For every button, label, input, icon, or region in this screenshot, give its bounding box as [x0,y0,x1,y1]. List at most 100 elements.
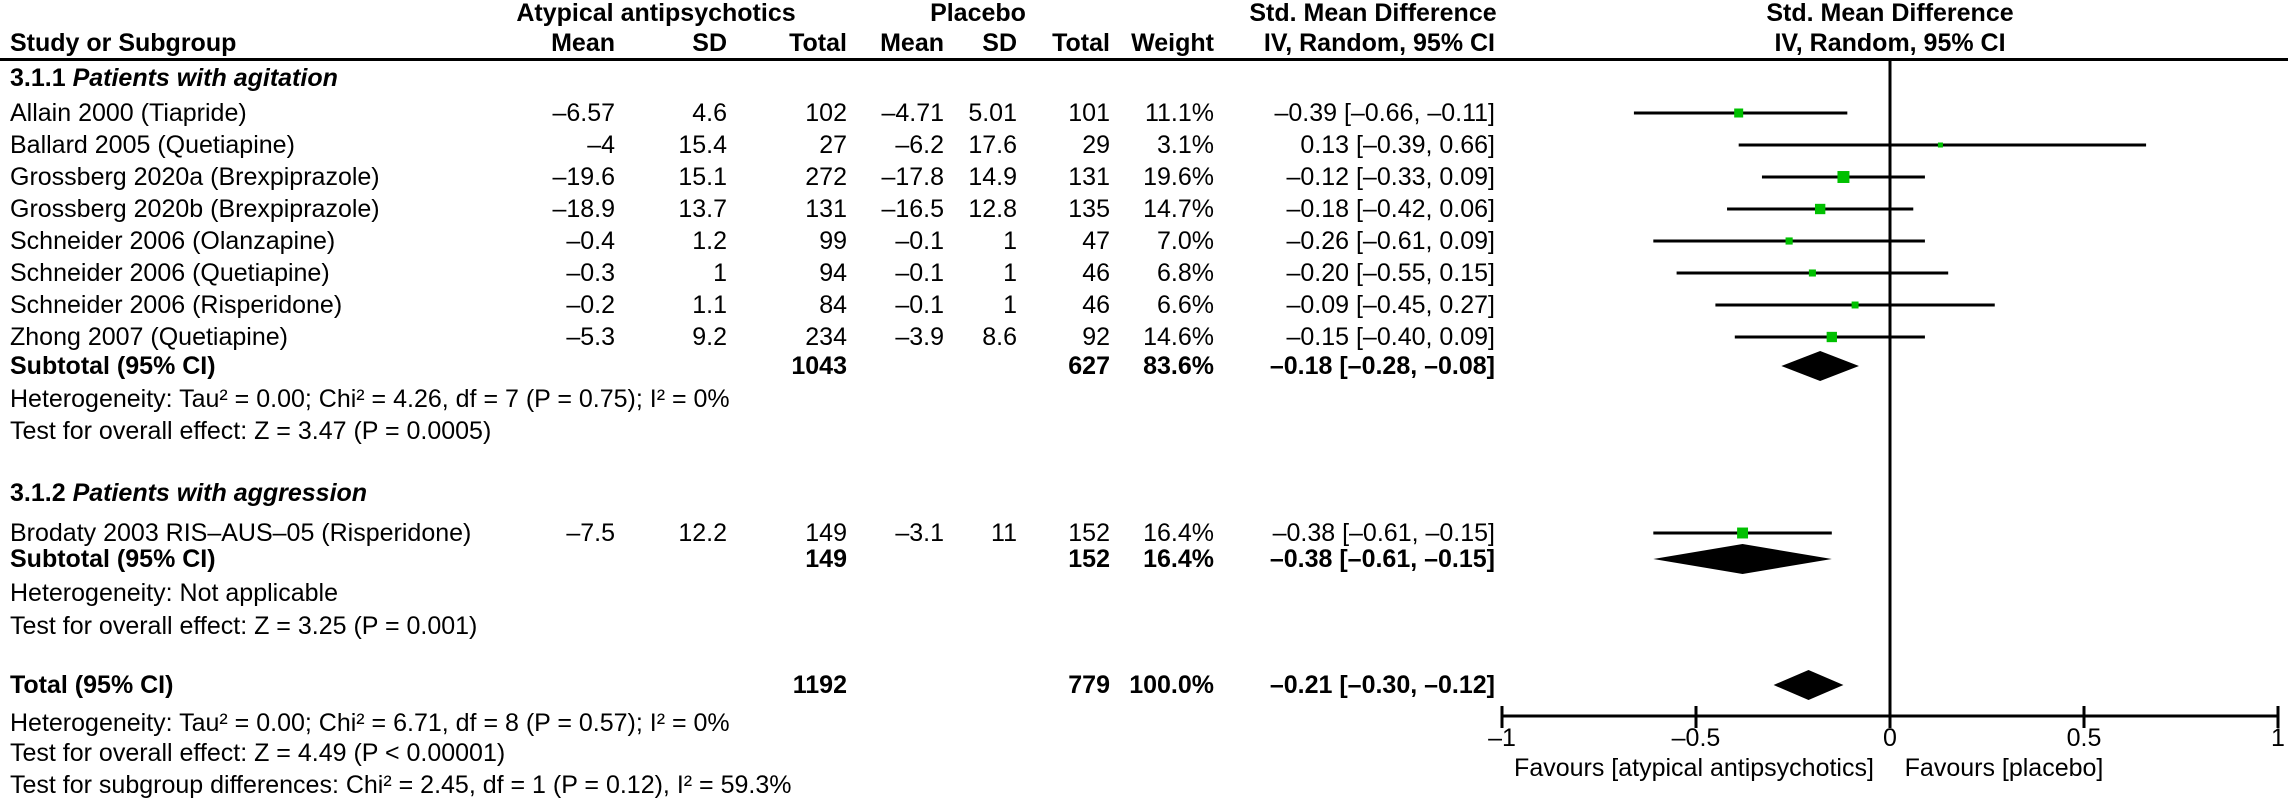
note-row: Test for overall effect: Z = 3.25 (P = 0… [0,610,2288,642]
weight-value: 3.1% [1157,131,1214,159]
study-label: Schneider 2006 (Olanzapine) [10,227,336,255]
placebo-group-header: Placebo [930,0,1026,27]
treatment-total-value: 272 [805,163,847,191]
effect-estimate-marker [1814,203,1826,215]
placebo-mean-value: –0.1 [895,291,944,319]
subgroup-id: 3.1.2 [10,479,73,507]
subtotal-diamond [1781,351,1859,381]
weight-value: 16.4% [1143,519,1214,547]
effect-estimate-marker [1808,269,1816,277]
placebo-total-value: 131 [1068,163,1110,191]
treatment-total-value: 131 [805,195,847,223]
treatment-sd-value: 9.2 [692,323,727,351]
treatment-sd-value: 1 [713,259,727,287]
header-rule [0,58,2288,61]
plot-header-line2: IV, Random, 95% CI [1774,29,2006,57]
smd-ci-text: –0.39 [–0.66, –0.11] [1274,99,1495,127]
total-diamond [1773,670,1844,700]
placebo-sd-value: 12.8 [968,195,1017,223]
smd-ci-text: –0.38 [–0.61, –0.15] [1269,545,1495,573]
pooled-label: Subtotal (95% CI) [10,352,216,380]
treatment-total-value: 149 [805,519,847,547]
study-row: Grossberg 2020b (Brexpiprazole) –18.9 13.7… [0,193,2288,225]
placebo-mean-value: –0.1 [895,259,944,287]
treatment-total-value: 84 [819,291,847,319]
treatment-total-value: 102 [805,99,847,127]
study-row: Grossberg 2020a (Brexpiprazole) –19.6 15.1… [0,161,2288,193]
weight-value: 14.7% [1143,195,1214,223]
statistics-note: Test for subgroup differences: Chi² = 2.… [10,771,792,799]
treatment-mean-header: Mean [551,29,615,57]
subgroup-id: 3.1.1 [10,64,73,92]
placebo-mean-value: –3.9 [895,323,944,351]
placebo-sd-value: 5.01 [968,99,1017,127]
placebo-total-value: 29 [1082,131,1110,159]
smd-ci-text: 0.13 [–0.39, 0.66] [1300,131,1495,159]
placebo-sd-value: 14.9 [968,163,1017,191]
placebo-sd-value: 11 [991,519,1017,547]
axis-tick-label: –0.5 [1672,724,1721,752]
subgroup-heading: 3.1.1 Patients with agitation [10,62,338,94]
section-row: 3.1.2 Patients with aggression [0,477,2288,509]
effect-estimate-marker [1737,527,1749,539]
pooled-label: Subtotal (95% CI) [10,545,216,573]
placebo-total-value: 92 [1082,323,1110,351]
smd-ci-text: –0.21 [–0.30, –0.12] [1269,671,1495,699]
subtotal-row: Subtotal (95% CI) 1043 627 83.6% –0.18 [–0.2… [0,350,2288,382]
weight-value: 16.4% [1143,545,1214,573]
treatment-total-value: 1192 [792,671,847,699]
study-label: Schneider 2006 (Risperidone) [10,291,343,319]
subgroup-title: Patients with agitation [72,64,338,92]
treatment-group-header: Atypical antipsychotics [516,0,796,27]
effect-column-header-line2: IV, Random, 95% CI [1263,29,1495,57]
treatment-sd-value: 4.6 [692,99,727,127]
effect-estimate-marker [1785,237,1793,245]
pooled-label: Total (95% CI) [10,671,174,699]
axis-tick-label: 0 [1883,724,1897,752]
smd-ci-text: –0.20 [–0.55, 0.15] [1286,259,1495,287]
study-row: Zhong 2007 (Quetiapine) –5.3 9.2 234 –3.9 8.6… [0,321,2288,353]
treatment-sd-value: 1.2 [692,227,727,255]
treatment-sd-value: 1.1 [692,291,727,319]
smd-ci-text: –0.09 [–0.45, 0.27] [1286,291,1495,319]
placebo-sd-value: 1 [1003,291,1017,319]
placebo-total-value: 627 [1068,352,1110,380]
effect-estimate-marker [1826,331,1837,343]
note-row: Test for overall effect: Z = 3.47 (P = 0… [0,415,2288,447]
treatment-mean-value: –0.4 [566,227,615,255]
treatment-sd-value: 12.2 [678,519,727,547]
study-label: Schneider 2006 (Quetiapine) [10,259,330,287]
statistics-note: Heterogeneity: Tau² = 0.00; Chi² = 6.71,… [10,709,730,737]
placebo-total-value: 135 [1068,195,1110,223]
treatment-mean-value: –18.9 [552,195,615,223]
study-column-header: Study or Subgroup [10,29,237,57]
placebo-sd-value: 8.6 [982,323,1017,351]
weight-value: 7.0% [1157,227,1214,255]
note-row: Test for subgroup differences: Chi² = 2.… [0,769,2288,801]
study-label: Allain 2000 (Tiapride) [10,99,247,127]
treatment-mean-value: –0.3 [566,259,615,287]
treatment-sd-value: 15.1 [678,163,727,191]
study-label: Ballard 2005 (Quetiapine) [10,131,295,159]
subgroup-title: Patients with aggression [72,479,368,507]
statistics-note: Test for overall effect: Z = 4.49 (P < 0… [10,739,506,767]
placebo-total-value: 779 [1068,671,1110,699]
axis-tick-label: –1 [1488,724,1516,752]
effect-estimate-marker [1837,171,1850,183]
subtotal-diamond [1653,544,1832,574]
treatment-total-value: 149 [805,545,847,573]
treatment-mean-value: –4 [587,131,615,159]
subgroup-heading: 3.1.2 Patients with aggression [10,477,367,509]
smd-ci-text: –0.26 [–0.61, 0.09] [1286,227,1495,255]
axis-tick-label: 0.5 [2067,724,2102,752]
placebo-mean-header: Mean [880,29,944,57]
smd-ci-text: –0.38 [–0.61, –0.15] [1272,519,1495,547]
placebo-mean-value: –6.2 [895,131,944,159]
treatment-mean-value: –19.6 [552,163,615,191]
study-row: Schneider 2006 (Olanzapine) –0.4 1.2 99 –0.1… [0,225,2288,257]
favours-right-label: Favours [placebo] [1905,754,2104,782]
treatment-total-value: 94 [819,259,847,287]
treatment-total-header: Total [789,29,847,57]
subtotal-row: Subtotal (95% CI) 149 152 16.4% –0.38 [–0.61… [0,543,2288,575]
